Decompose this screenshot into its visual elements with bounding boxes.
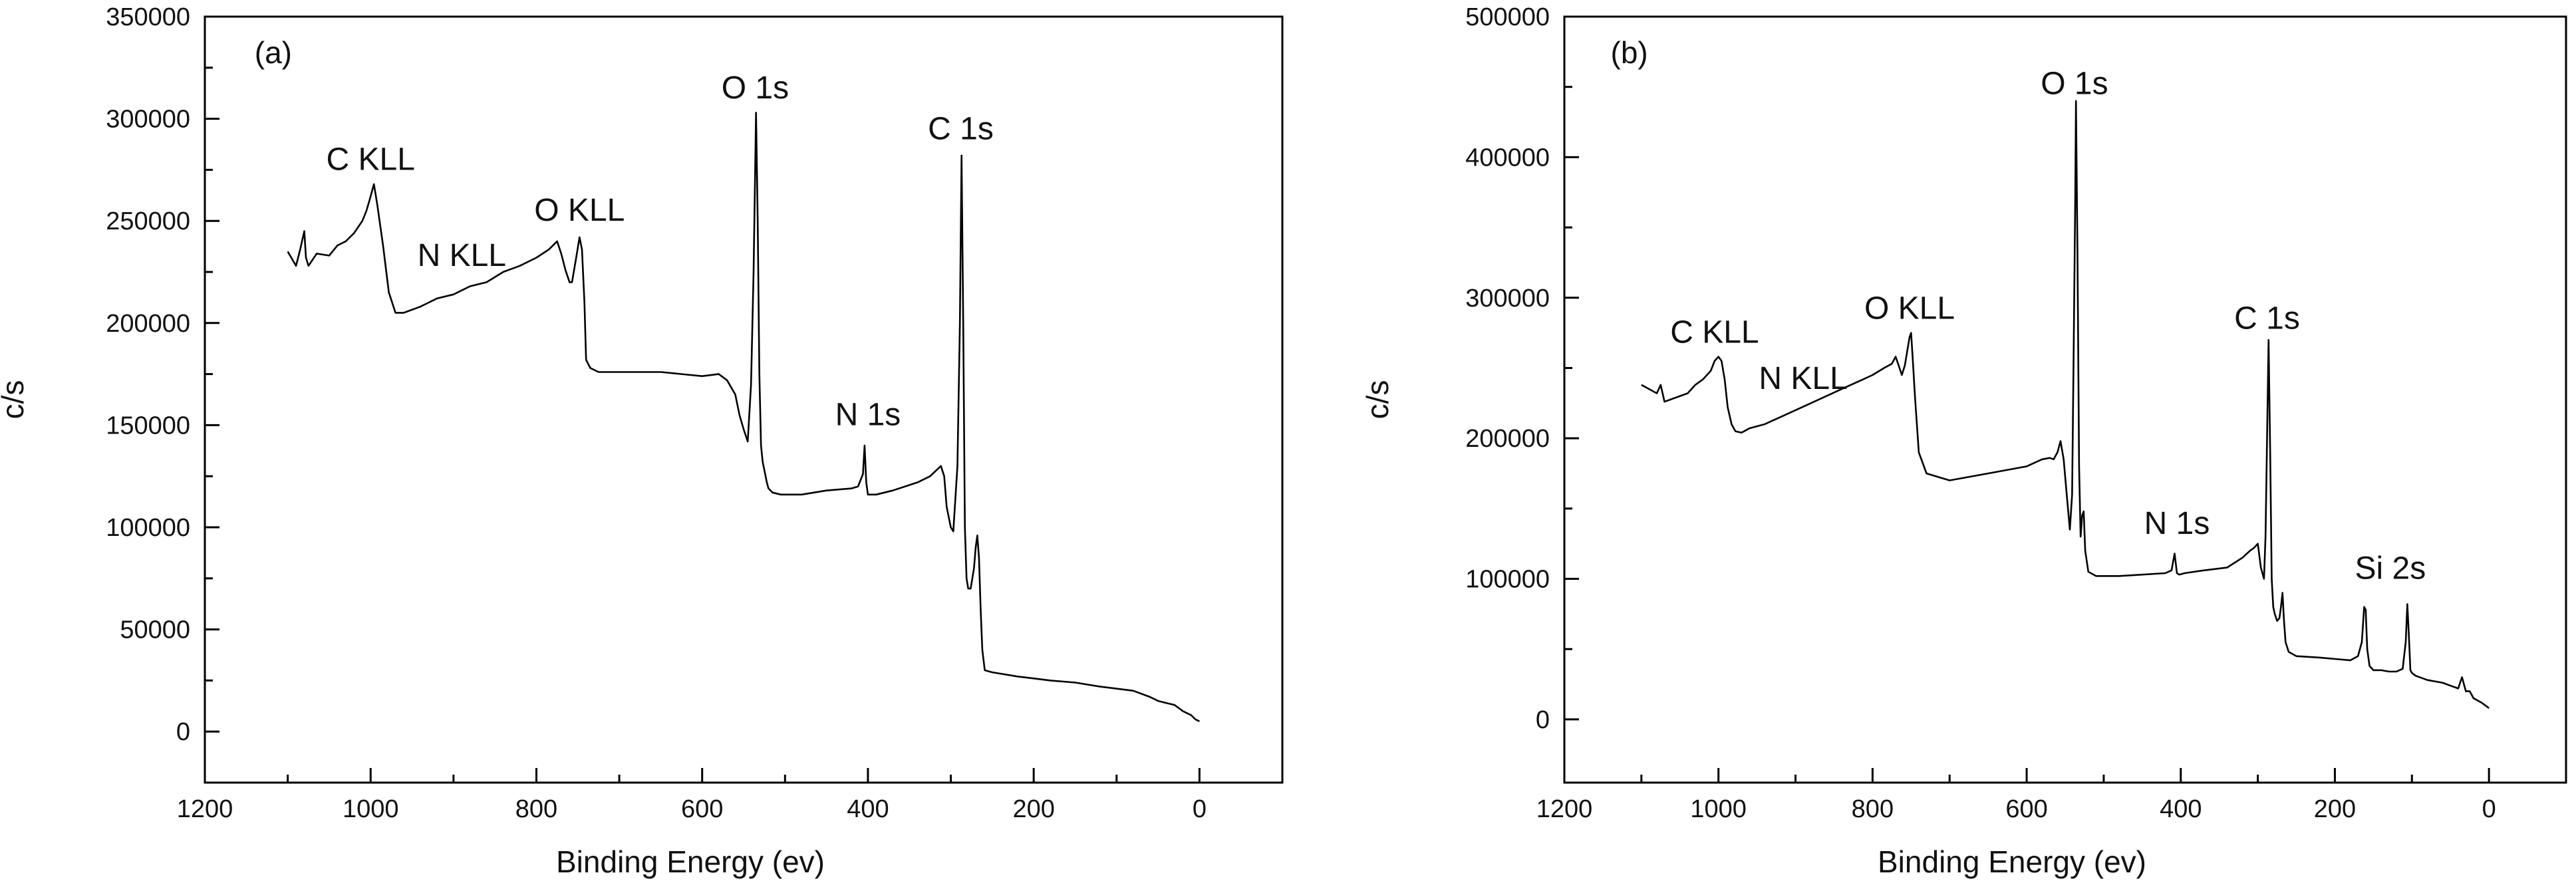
- peak-label: C KLL: [1670, 315, 1759, 350]
- x-tick-label: 600: [681, 795, 723, 823]
- y-tick-label: 0: [1536, 706, 1550, 734]
- peak-label: N 1s: [2144, 506, 2210, 541]
- peak-label: O KLL: [534, 193, 625, 228]
- y-tick-label: 350000: [106, 3, 190, 31]
- y-axis-label: c/s: [1360, 380, 1395, 420]
- peak-label: C 1s: [2234, 301, 2300, 336]
- plot-frame: [1563, 15, 2567, 784]
- x-tick-label: 1000: [1690, 795, 1747, 823]
- peak-label: Si 2s: [2355, 551, 2426, 586]
- chart-panel-b: 1200 1000 800 600 400 200 0 0 100000 200000 300000…: [1360, 3, 2567, 879]
- y-tick-label: 300000: [106, 106, 190, 134]
- chart-panel-a: 1200 1000 800 600 400 200 0 0 50000 100000 150000 2…: [0, 3, 1284, 879]
- x-tick-label: 600: [2005, 795, 2047, 823]
- x-tick-label: 800: [1852, 795, 1894, 823]
- y-tick-label: 500000: [1465, 3, 1550, 31]
- x-axis-label: Binding Energy (ev): [1878, 844, 2146, 879]
- x-tick-label: 800: [515, 795, 557, 823]
- peak-label: C 1s: [928, 111, 994, 146]
- x-tick-label: 1200: [177, 795, 233, 823]
- y-tick-label: 200000: [106, 310, 190, 338]
- x-tick-label: 400: [847, 795, 889, 823]
- x-tick-label: 0: [1193, 795, 1207, 823]
- y-axis-label: c/s: [0, 380, 30, 420]
- x-axis-label: Binding Energy (ev): [556, 844, 825, 879]
- peak-label: O 1s: [722, 70, 789, 106]
- spectrum-line-0: [287, 112, 1200, 722]
- peak-label: N 1s: [835, 397, 901, 432]
- y-tick-label: 50000: [120, 616, 190, 644]
- x-tick-label: 200: [2314, 795, 2356, 823]
- y-tick-label: 300000: [1465, 285, 1550, 313]
- y-tick-label: 250000: [106, 207, 190, 235]
- x-tick-label: 400: [2160, 795, 2202, 823]
- y-tick-label: 400000: [1465, 144, 1550, 172]
- y-tick-label: 100000: [106, 514, 190, 542]
- y-tick-label: 100000: [1465, 566, 1550, 594]
- y-tick-label: 150000: [106, 412, 190, 440]
- plot-frame: [204, 15, 1284, 784]
- y-tick-label: 200000: [1465, 425, 1550, 453]
- panel-label: (a): [255, 35, 292, 70]
- spectrum-line-0: [1641, 100, 2490, 709]
- peak-label: N KLL: [1759, 361, 1847, 396]
- x-tick-label: 0: [2482, 795, 2496, 823]
- x-tick-label: 200: [1012, 795, 1054, 823]
- peak-label: N KLL: [418, 238, 506, 273]
- peak-label: O KLL: [1864, 291, 1955, 326]
- x-tick-label: 1000: [343, 795, 399, 823]
- y-tick-label: 0: [176, 718, 190, 746]
- peak-label: C KLL: [327, 142, 415, 177]
- panel-label: (b): [1611, 35, 1648, 70]
- x-tick-label: 1200: [1536, 795, 1593, 823]
- peak-label: O 1s: [2041, 66, 2108, 101]
